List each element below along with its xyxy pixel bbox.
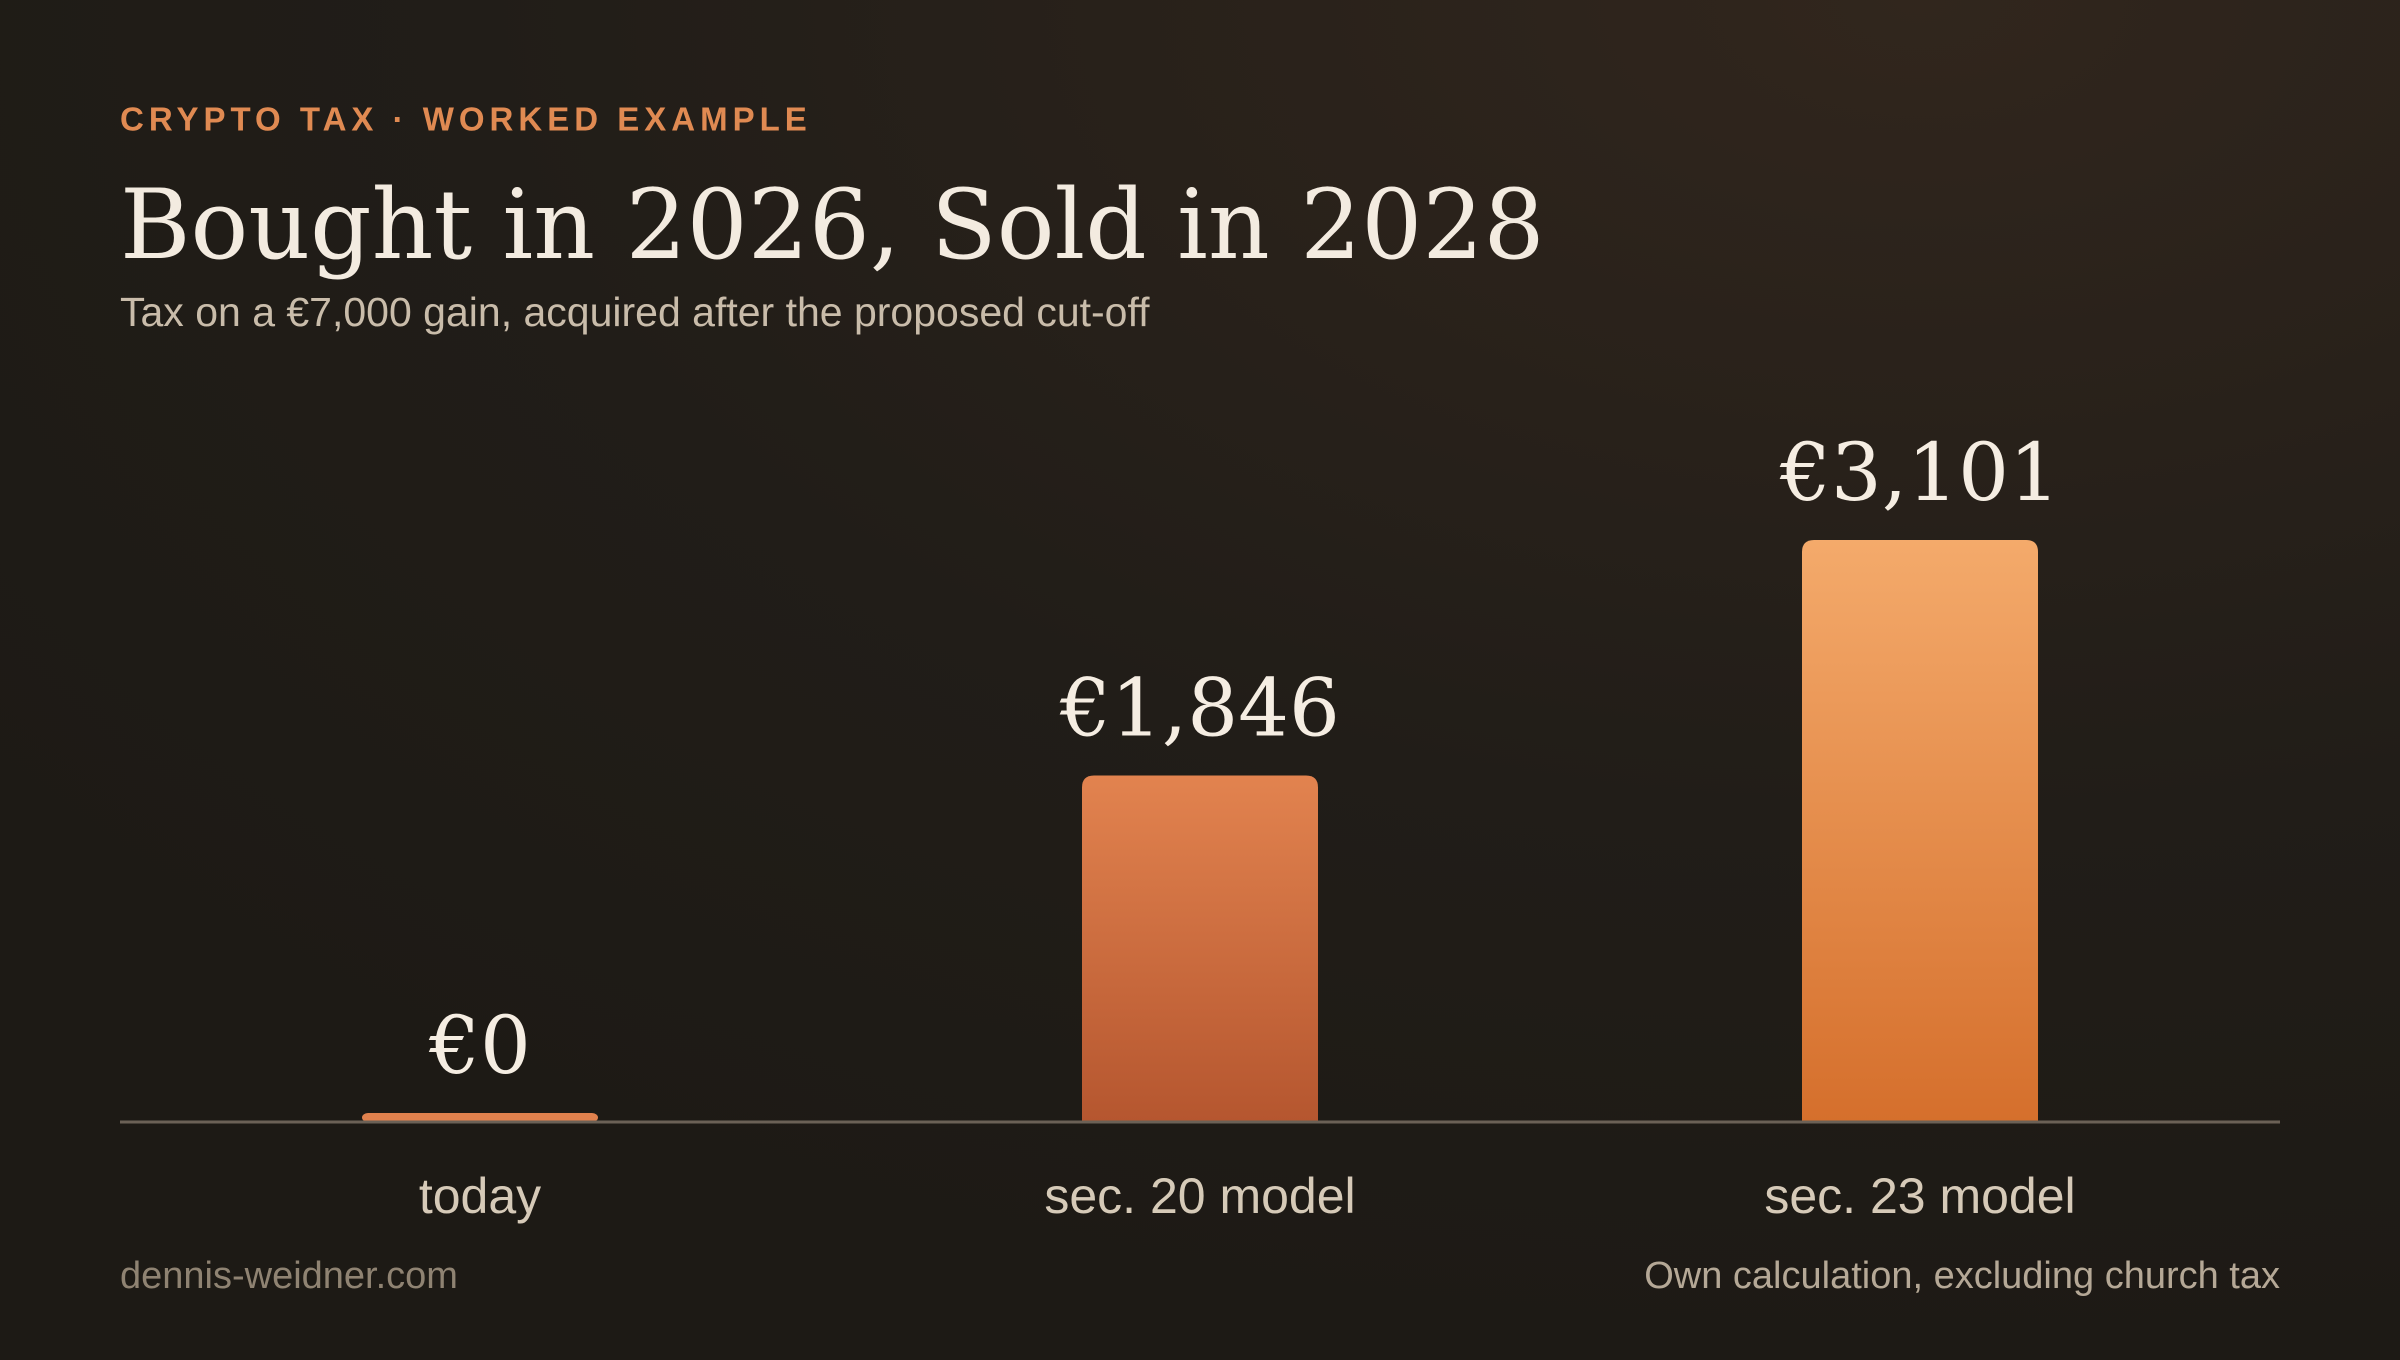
x-tick-label: today [419,1168,541,1224]
source: dennis-weidner.com [120,1255,458,1297]
value-label: €1,846 [1059,662,1340,755]
bar [1082,775,1318,1122]
bar-base [362,1113,598,1122]
subtitle: Tax on a €7,000 gain, acquired after the… [120,289,1150,335]
x-tick-label: sec. 23 model [1764,1168,2075,1224]
note: Own calculation, excluding church tax [1644,1255,2280,1297]
value-label: €0 [428,999,531,1092]
value-label: €3,101 [1779,426,2060,519]
bar [1802,540,2038,1122]
chart-title: Bought in 2026, Sold in 2028 [120,169,1545,281]
plot [362,540,2038,1122]
eyebrow: CRYPTO TAX · WORKED EXAMPLE [120,101,812,138]
x-tick-label: sec. 20 model [1044,1168,1355,1224]
